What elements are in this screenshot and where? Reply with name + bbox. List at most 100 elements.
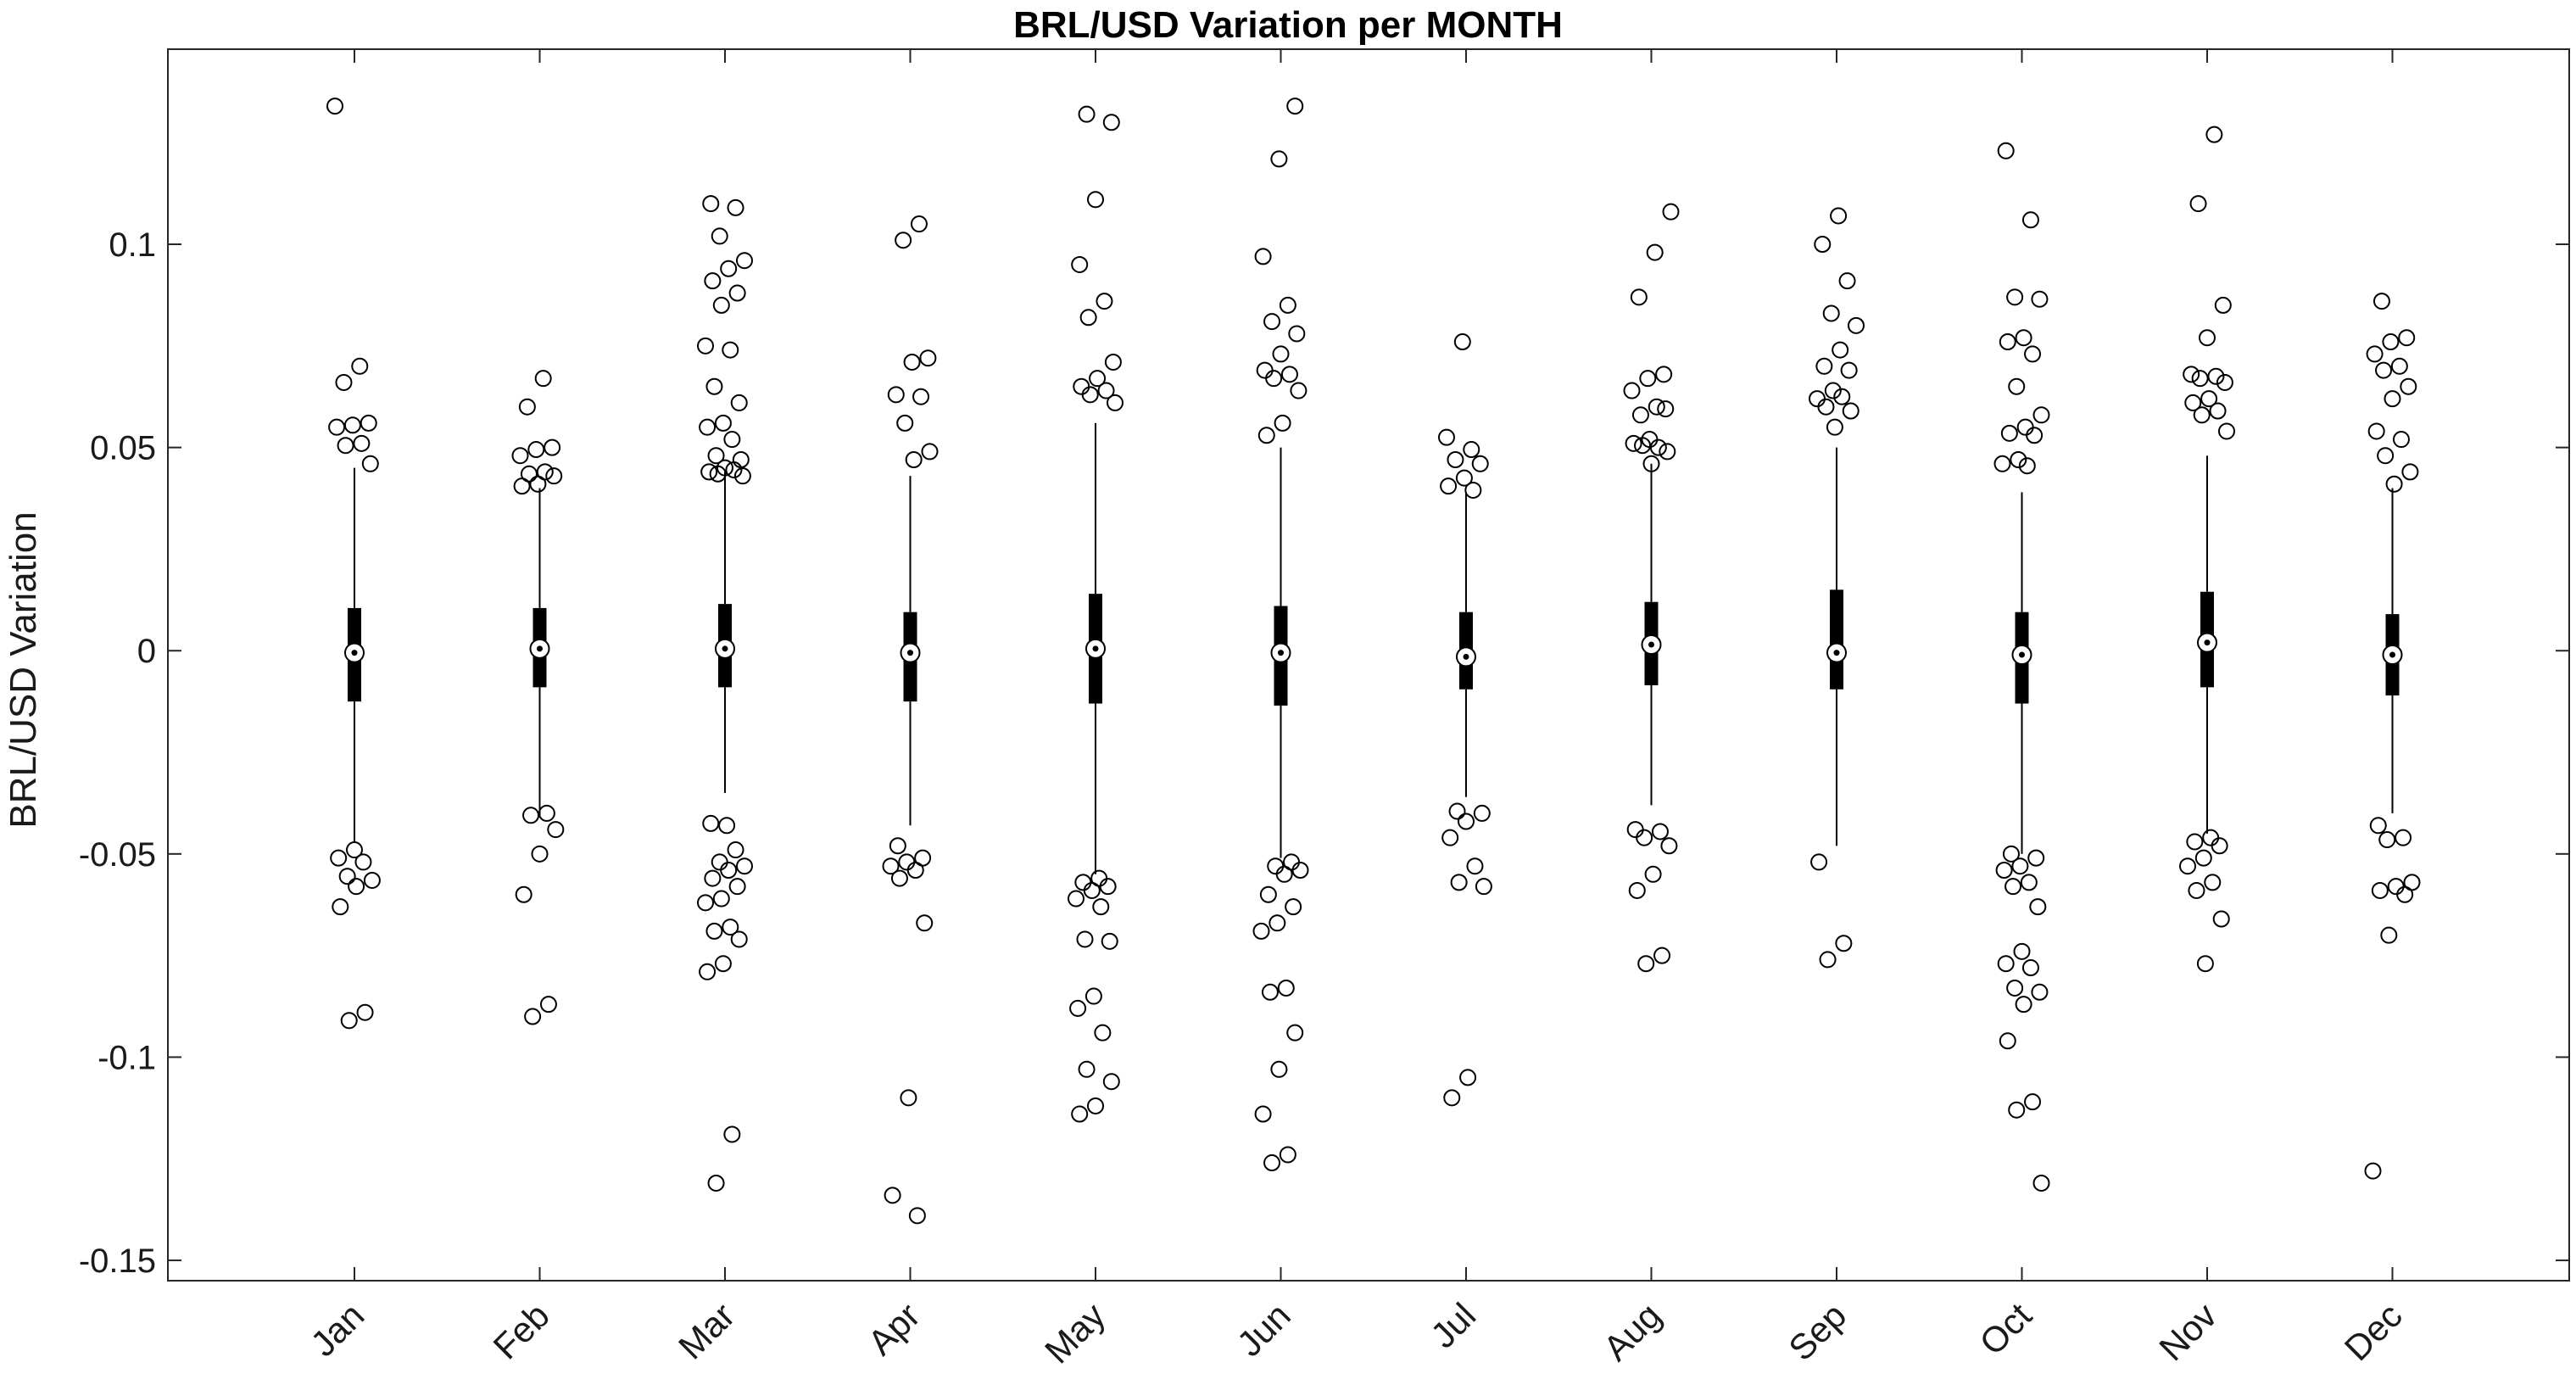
outlier-point [2207,367,2225,385]
outlier-point [513,477,531,495]
outlier-point [2179,857,2196,875]
outlier-point [351,357,369,375]
outlier-point [702,195,720,213]
outlier-point [1473,804,1491,822]
outlier-point [1631,406,1649,424]
outlier-point [699,418,716,436]
outlier-point [1450,874,1468,891]
outlier-point [2396,885,2414,903]
outlier-point [722,341,739,359]
outlier-point [1832,341,1849,359]
outlier-point [1286,1024,1304,1042]
outlier-point [723,431,741,449]
outlier-point [1653,947,1671,964]
outlier-point [1267,857,1285,875]
outlier-point [1257,427,1275,444]
outlier-point [1660,837,1678,855]
outlier-point [1254,248,1272,265]
outlier-point [2401,463,2419,481]
outlier-point [539,996,557,1014]
outlier-point [2199,329,2216,347]
outlier-point [1277,979,1295,997]
outlier-point [1636,829,1653,846]
box-oct [1993,142,2050,1192]
plot-area: -0.15 -0.1 -0.05 0 0.05 0.1 Jan Feb Mar Apr May Jun… [79,48,2570,1371]
outlier-point [1463,441,1480,459]
outlier-point [1993,455,2011,472]
outlier-point [896,414,914,432]
outlier-point [882,857,900,875]
y-tick-label: -0.1 [98,1039,156,1076]
outlier-point [730,930,748,948]
outlier-point [2008,1101,2026,1119]
outlier-point [1626,821,1644,839]
outlier-point [889,837,906,855]
outlier-point [360,414,377,432]
outlier-point [714,955,732,973]
outlier-point [2202,829,2220,846]
outlier-point [1459,1069,1477,1086]
outlier-point [720,260,738,277]
outlier-point [328,418,346,436]
outlier-point [544,438,561,456]
outlier-point [1270,150,1288,168]
outlier-point [2191,370,2209,388]
outlier-point [2010,451,2027,468]
outlier-point [2392,431,2410,449]
outlier-point [527,441,545,459]
outlier-point [2200,390,2218,408]
outlier-point [1447,451,1464,468]
outlier-point [906,862,924,879]
outlier-point [2188,881,2205,899]
chart-title: BRL/USD Variation per MONTH [1013,4,1563,46]
outlier-point [1448,802,1466,820]
outlier-point [1819,951,1837,969]
outlier-point [1822,304,1840,322]
outlier-point [727,198,744,216]
outlier-point [343,416,361,434]
median-dot [351,650,358,656]
outlier-point [1092,898,1110,916]
outlier-point [1263,1154,1281,1172]
outlier-point [1815,357,1833,375]
outlier-point [1662,203,1680,221]
box-may [1068,105,1124,1123]
outlier-point [1078,105,1096,123]
outlier-point [1625,434,1642,452]
median-dot [1092,645,1099,652]
outlier-point [2375,361,2393,379]
outlier-point [2013,942,2031,960]
median-dot [907,650,913,656]
outlier-point [1649,438,1667,456]
outlier-point [728,878,746,896]
outlier-point [1642,455,1660,472]
y-tick-label: 0 [137,633,156,670]
outlier-point [2216,373,2233,391]
outlier-point [1261,983,1279,1001]
outlier-point [711,227,728,245]
outlier-point [736,252,753,270]
outlier-point [1087,191,1104,209]
outlier-point [704,869,722,887]
outlier-point [714,414,732,432]
outlier-point [1810,853,1828,871]
outlier-point [1071,1105,1089,1123]
outlier-point [2031,290,2049,308]
median-dot [2204,639,2211,646]
outlier-point [1630,288,1648,306]
outlier-point [1097,382,1115,399]
outlier-point [2000,424,2018,442]
box-jan [326,98,381,1030]
outlier-point [515,885,532,903]
outlier-point [707,1174,725,1192]
outlier-point [2377,447,2395,465]
x-tick-label: Apr [860,1295,927,1362]
outlier-point [887,386,905,404]
outlier-point [1438,428,1455,446]
outlier-point [705,922,723,940]
outlier-point [1270,1060,1288,1078]
outlier-point [1259,885,1277,903]
outlier-point [1814,236,1832,254]
outlier-point [522,807,540,824]
